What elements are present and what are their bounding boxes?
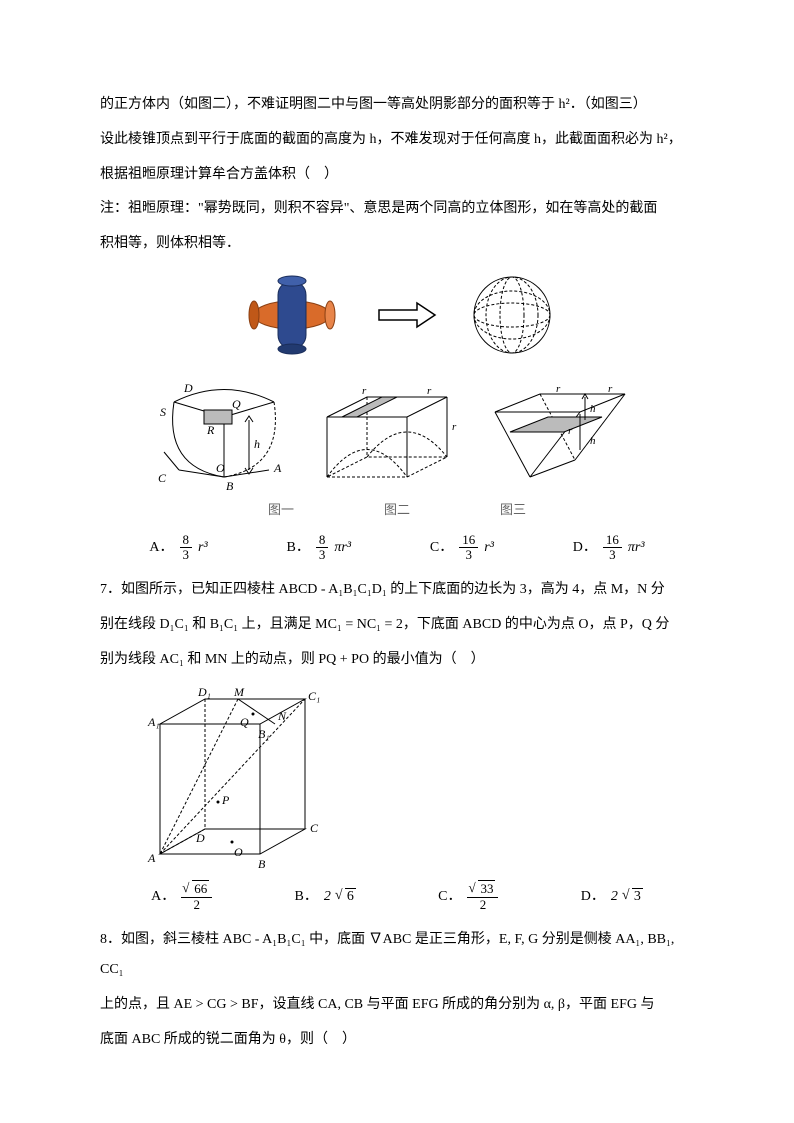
opt-label: A． [149,533,173,564]
q8-line1: 8．如图，斜三棱柱 ABC - A₁B₁C₁ 中，底面 ∇ABC 是正三角形，E… [100,925,694,987]
opt-label: D． [581,882,605,913]
figure-3: h r h r r [480,382,640,492]
figure-row: D Q S R h A O B C r r r [100,372,694,492]
q8-line2: 上的点，且 AE > CG > BF，设直线 CA, CB 与平面 EFG 所成… [100,990,694,1021]
den: 2 [477,898,490,912]
option-d: D． 23 [581,882,643,913]
svg-text:N: N [277,709,287,723]
option-d: D． 163 πr³ [573,533,645,564]
opt-label: D． [573,533,597,564]
sphere-icon [467,270,557,360]
opt-label: B． [295,882,318,913]
svg-text:D: D [183,381,193,395]
svg-text:h: h [590,435,596,447]
num: 33 [467,882,498,897]
coef: 2 [611,882,618,913]
q7-line1: 7．如图所示，已知正四棱柱 ABCD - A₁B₁C₁D₁ 的上下底面的边长为 … [100,575,694,606]
svg-text:A₁: A₁ [147,715,160,729]
q7-line2: 别在线段 D₁C₁ 和 B₁C₁ 上，且满足 MC₁ = NC₁ = 2，下底面… [100,610,694,641]
den: 3 [316,548,329,562]
svg-text:r: r [427,385,432,397]
svg-text:r: r [452,421,457,433]
prism-figure: D₁ M C₁ A₁ Q N B₁ P D C A O B [140,684,340,874]
svg-text:D₁: D₁ [197,685,211,699]
fig-label-2: 图二 [384,496,410,525]
den: 3 [463,548,476,562]
svg-text:B: B [258,857,266,871]
paragraph: 设此棱锥顶点到平行于底面的截面的高度为 h，不难发现对于任何高度 h，此截面面积… [100,125,694,156]
q7-line3: 别为线段 AC₁ 和 MN 上的动点，则 PQ + PO 的最小值为（ ） [100,645,694,676]
svg-text:P: P [221,793,230,807]
svg-text:r: r [556,383,561,395]
num: 16 [603,533,622,548]
opt-label: B． [287,533,310,564]
opt-label: A． [151,882,175,913]
svg-text:D: D [195,831,205,845]
svg-text:r: r [362,385,367,397]
coef: 2 [324,882,331,913]
svg-text:r: r [608,383,613,395]
svg-text:C: C [158,471,167,485]
num: 66 [181,882,212,897]
svg-text:Q: Q [232,397,241,411]
fig-label-3: 图三 [500,496,526,525]
svg-text:A: A [273,461,282,475]
opt-label: C． [438,882,461,913]
top-figure-row [100,270,694,360]
option-b: B． 26 [295,882,356,913]
svg-text:h: h [590,403,596,415]
den: 2 [191,898,204,912]
paragraph: 的正方体内（如图二），不难证明图二中与图一等高处阴影部分的面积等于 h²．（如图… [100,90,694,121]
figure-2: r r r [312,382,462,492]
bicylinder-icon [237,275,347,355]
svg-text:S: S [160,405,166,419]
figure-1: D Q S R h A O B C [154,372,294,492]
svg-text:M: M [233,685,245,699]
option-b: B． 83 πr³ [287,533,352,564]
rad: 3 [632,888,643,904]
svg-text:B: B [226,479,234,492]
svg-text:h: h [254,437,260,451]
svg-text:Q: Q [240,715,249,729]
tail: πr³ [334,533,351,564]
q7-figure-wrap: D₁ M C₁ A₁ Q N B₁ P D C A O B [140,684,694,874]
tail: πr³ [628,533,645,564]
paragraph: 积相等，则体积相等． [100,229,694,260]
svg-text:r: r [568,425,573,437]
q7-options: A． 66 2 B． 26 C． 33 2 D． 23 [100,882,694,913]
den: 3 [606,548,619,562]
tail: r³ [484,533,494,564]
opt-label: C． [430,533,453,564]
svg-text:R: R [206,423,215,437]
option-c: C． 163 r³ [430,533,494,564]
paragraph: 根据祖暅原理计算牟合方盖体积（ ） [100,160,694,191]
q8-line3: 底面 ABC 所成的锐二面角为 θ，则（ ） [100,1025,694,1056]
svg-text:A: A [147,851,156,865]
rad: 66 [192,880,209,896]
arrow-icon [377,300,437,330]
rad: 33 [478,880,495,896]
svg-text:O: O [216,461,225,475]
num: 16 [459,533,478,548]
num: 8 [180,533,193,548]
svg-text:B₁: B₁ [258,727,270,741]
paragraph: 注：祖暅原理："幂势既同，则积不容异"、意思是两个同高的立体图形，如在等高处的截… [100,194,694,225]
option-c: C． 33 2 [438,882,498,913]
svg-text:C: C [310,821,319,835]
option-a: A． 83 r³ [149,533,207,564]
q6-options: A． 83 r³ B． 83 πr³ C． 163 r³ D． 163 πr³ [100,533,694,564]
svg-text:O: O [234,845,243,859]
den: 3 [180,548,193,562]
figure-labels: 图一 图二 图三 [100,496,694,525]
svg-text:C₁: C₁ [308,689,320,703]
rad: 6 [345,888,356,904]
fig-label-1: 图一 [268,496,294,525]
option-a: A． 66 2 [151,882,212,913]
num: 8 [316,533,329,548]
tail: r³ [198,533,208,564]
